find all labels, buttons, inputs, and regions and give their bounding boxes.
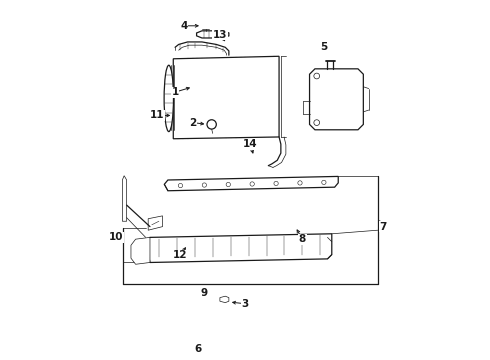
Text: 2: 2 xyxy=(189,118,196,128)
Polygon shape xyxy=(122,176,126,221)
Polygon shape xyxy=(196,31,229,38)
Text: 9: 9 xyxy=(200,288,207,298)
Text: 3: 3 xyxy=(242,299,248,309)
Text: 8: 8 xyxy=(299,234,306,244)
Text: 10: 10 xyxy=(109,232,123,242)
Ellipse shape xyxy=(164,65,173,132)
Circle shape xyxy=(207,120,216,129)
Text: 7: 7 xyxy=(379,222,387,231)
Text: 5: 5 xyxy=(320,42,327,52)
Text: 11: 11 xyxy=(150,111,164,121)
Polygon shape xyxy=(148,216,163,230)
Text: 1: 1 xyxy=(172,87,179,97)
Text: 13: 13 xyxy=(213,30,227,40)
Polygon shape xyxy=(164,176,338,191)
Text: 12: 12 xyxy=(173,250,188,260)
Polygon shape xyxy=(220,296,229,303)
Polygon shape xyxy=(173,56,279,139)
Polygon shape xyxy=(310,69,364,130)
Polygon shape xyxy=(146,234,332,262)
Text: 4: 4 xyxy=(180,21,188,31)
Text: 14: 14 xyxy=(243,139,258,149)
Polygon shape xyxy=(131,237,150,264)
Text: 6: 6 xyxy=(195,343,202,354)
